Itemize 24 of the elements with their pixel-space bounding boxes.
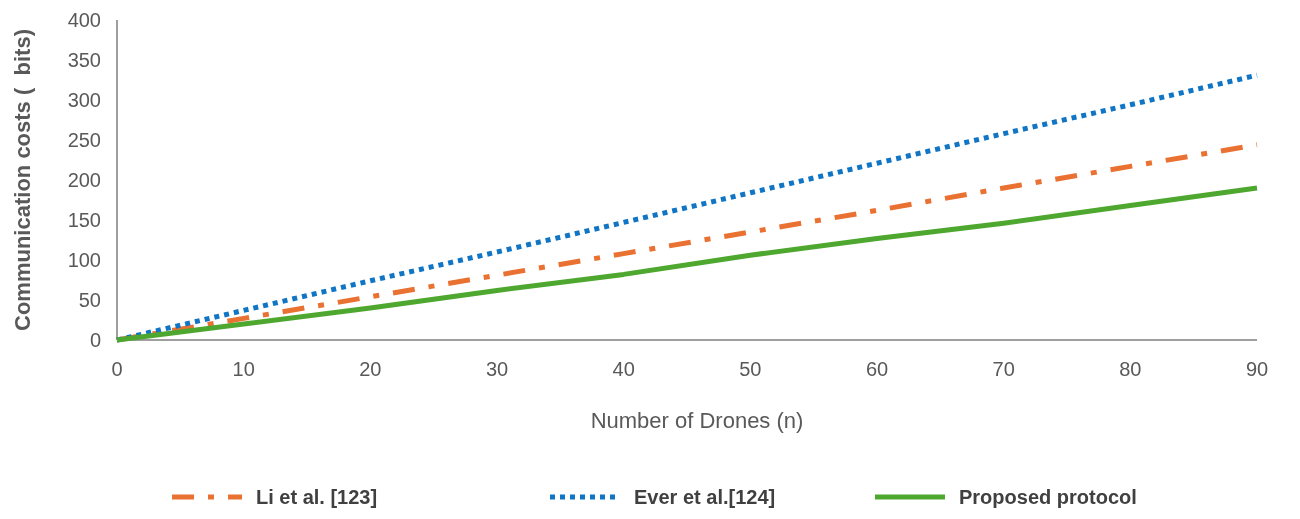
- x-tick-label: 0: [111, 358, 123, 380]
- x-tick-label: 30: [485, 358, 509, 380]
- y-tick-label: 100: [67, 249, 101, 271]
- y-tick-label: 300: [67, 89, 101, 111]
- y-axis-title: Communication costs ( bits): [10, 29, 35, 331]
- y-tick-label: 50: [78, 289, 101, 311]
- y-tick-label: 200: [67, 169, 101, 191]
- y-tick-label: 350: [67, 49, 101, 71]
- x-tick-label: 70: [992, 358, 1015, 380]
- y-tick-label: 150: [67, 209, 101, 231]
- x-tick-label: 50: [739, 358, 762, 380]
- y-tick-label: 250: [67, 129, 101, 151]
- legend-label: Ever et al.[124]: [634, 486, 776, 508]
- x-tick-label: 90: [1245, 358, 1269, 380]
- x-tick-label: 80: [1119, 358, 1142, 380]
- x-tick-label: 10: [232, 358, 255, 380]
- legend-label: Li et al. [123]: [256, 486, 378, 508]
- y-tick-label: 0: [89, 329, 101, 351]
- x-tick-label: 60: [865, 358, 889, 380]
- y-tick-label: 400: [67, 9, 101, 31]
- x-tick-label: 40: [612, 358, 635, 380]
- x-tick-label: 20: [359, 358, 382, 380]
- legend-label: Proposed protocol: [959, 486, 1137, 508]
- x-axis-title: Number of Drones (n): [590, 408, 804, 433]
